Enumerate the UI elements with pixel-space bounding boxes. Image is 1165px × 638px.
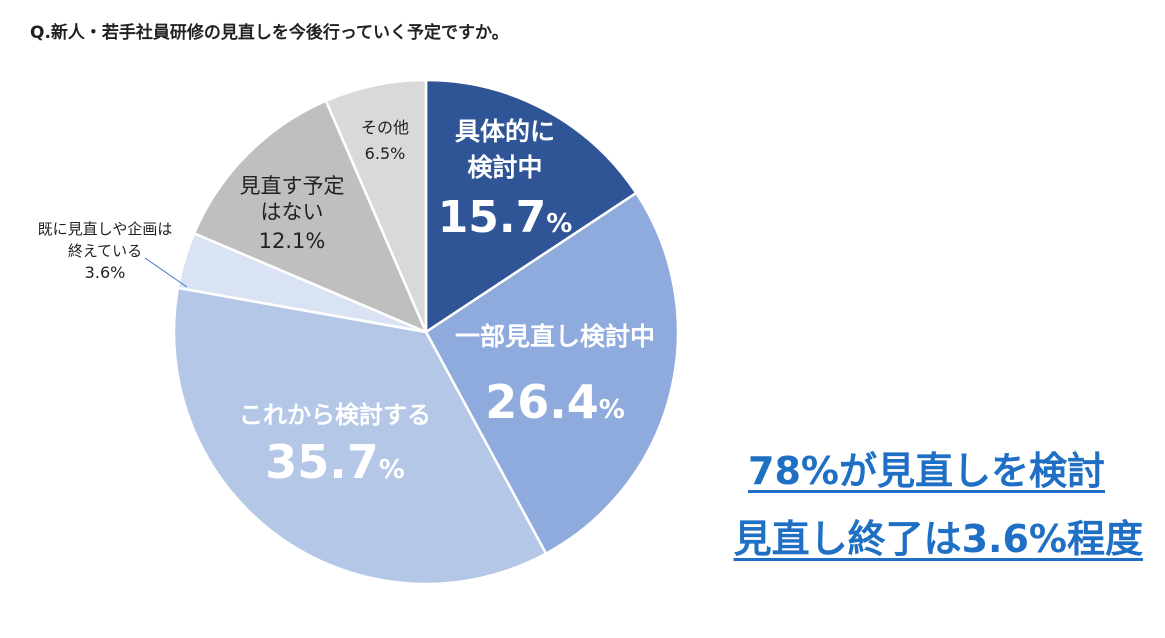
slice-value-4: 3.6% bbox=[85, 263, 126, 282]
chart-title: Q.新人・若手社員研修の見直しを今後行っていく予定ですか。 bbox=[30, 23, 509, 43]
pie-slice-5 bbox=[192, 99, 429, 335]
slice-label-5-line-2: はない bbox=[261, 200, 324, 224]
slice-value-5: 12.1% bbox=[259, 229, 326, 253]
pie-slice-1 bbox=[424, 78, 638, 335]
slice-label-1-line-2: 検討中 bbox=[467, 153, 542, 182]
slice-value-6: 6.5% bbox=[365, 144, 406, 163]
callout-line-2: 見直し終了は3.6%程度 bbox=[733, 517, 1143, 561]
leader-line-4 bbox=[144, 257, 188, 288]
callout-line-1: 78%が見直しを検討 bbox=[748, 449, 1105, 493]
pie-slice-2 bbox=[424, 191, 680, 556]
slice-value-unit-3: % bbox=[379, 455, 405, 485]
slice-label-3-line-1: これから検討する bbox=[239, 401, 431, 429]
slice-label-4-line-2: 終えている bbox=[68, 242, 142, 260]
slice-label-4-line-1: 既に見直しや企画は bbox=[38, 220, 173, 238]
slice-value-unit-1: % bbox=[546, 209, 572, 239]
pie-slice-6 bbox=[324, 78, 428, 333]
slice-label-6-line-1: その他 bbox=[361, 118, 409, 137]
slice-label-1-line-1: 具体的に bbox=[455, 117, 555, 146]
pie-slice-3 bbox=[172, 286, 548, 586]
slice-label-2-line-1: 一部見直し検討中 bbox=[455, 322, 655, 351]
slice-value-2: 26.4% bbox=[485, 375, 625, 429]
slice-label-5-line-1: 見直す予定 bbox=[240, 174, 345, 198]
slice-value-unit-2: % bbox=[599, 395, 625, 425]
